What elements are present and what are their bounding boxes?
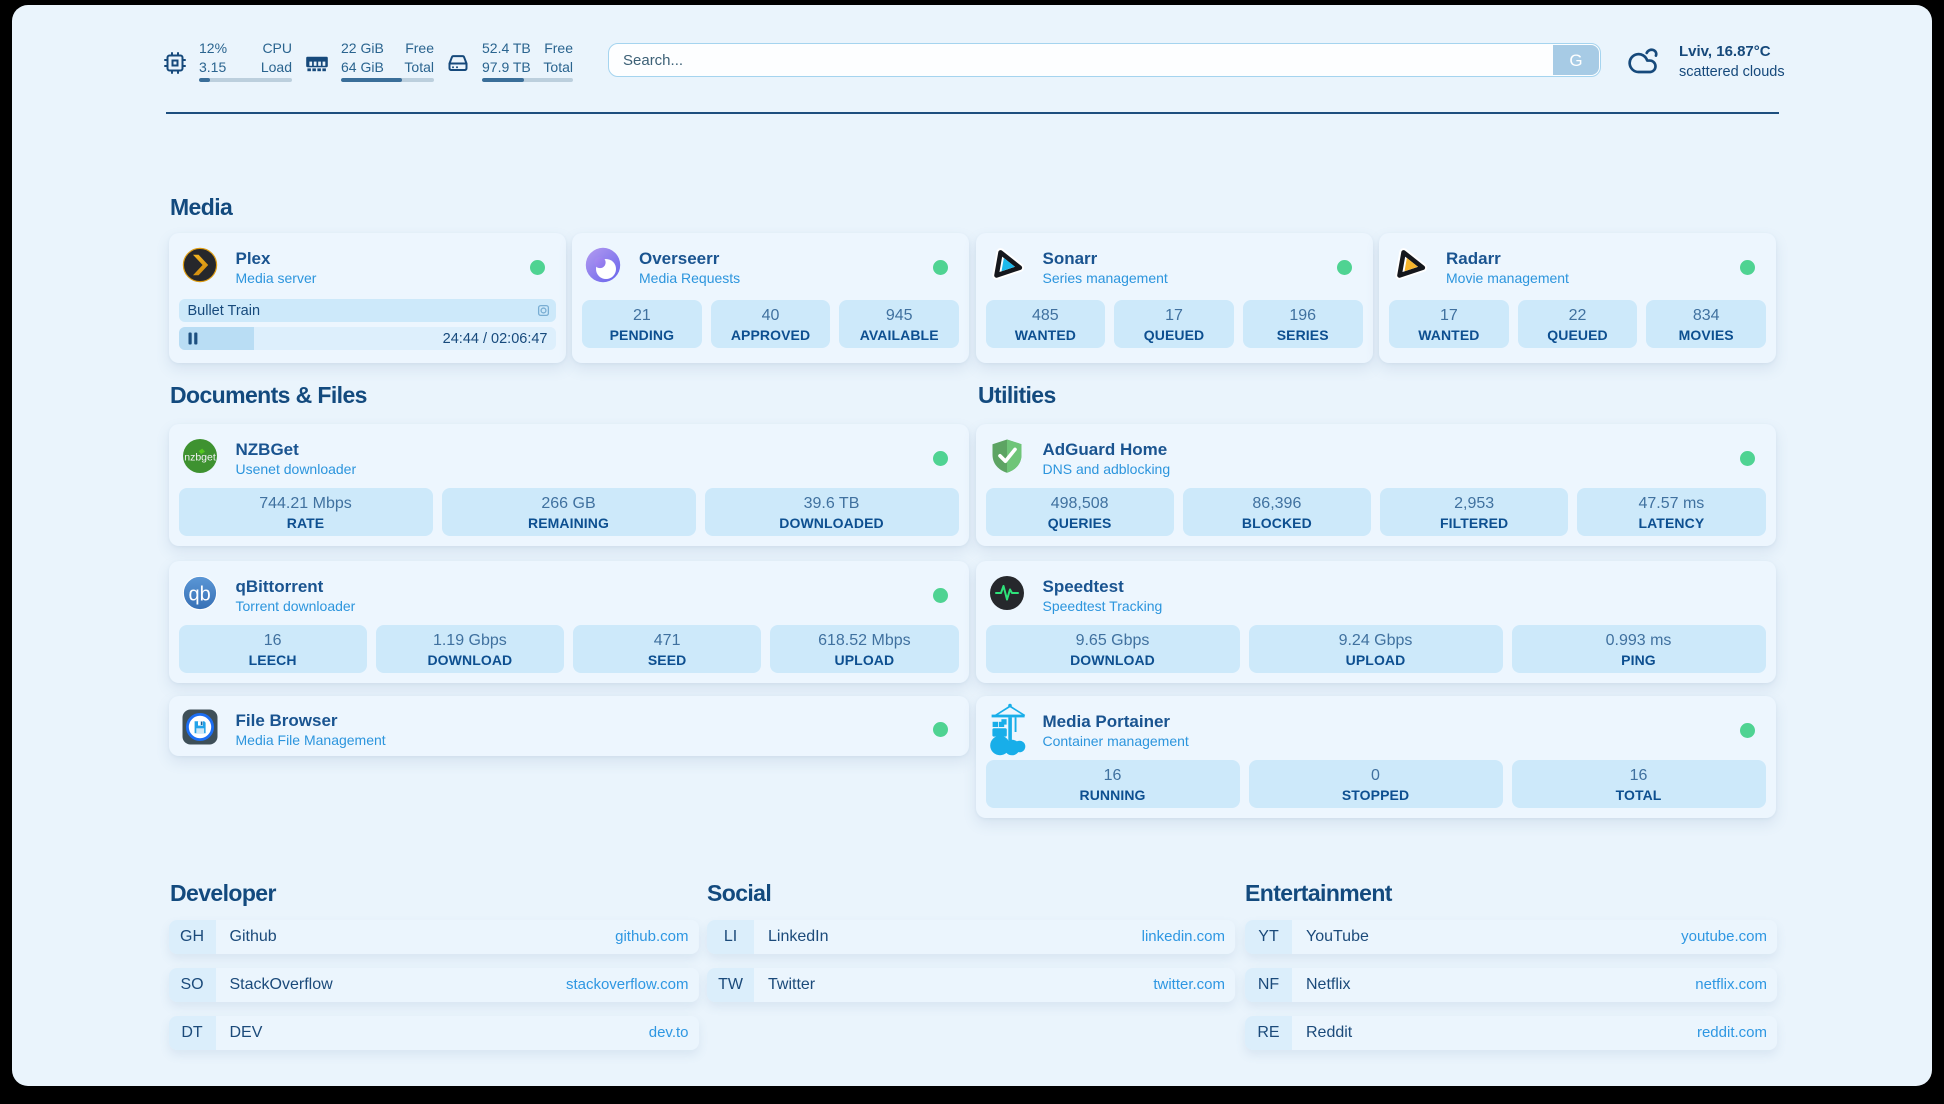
svg-text:nzbget: nzbget bbox=[184, 452, 216, 464]
svg-text:qb: qb bbox=[188, 584, 210, 606]
